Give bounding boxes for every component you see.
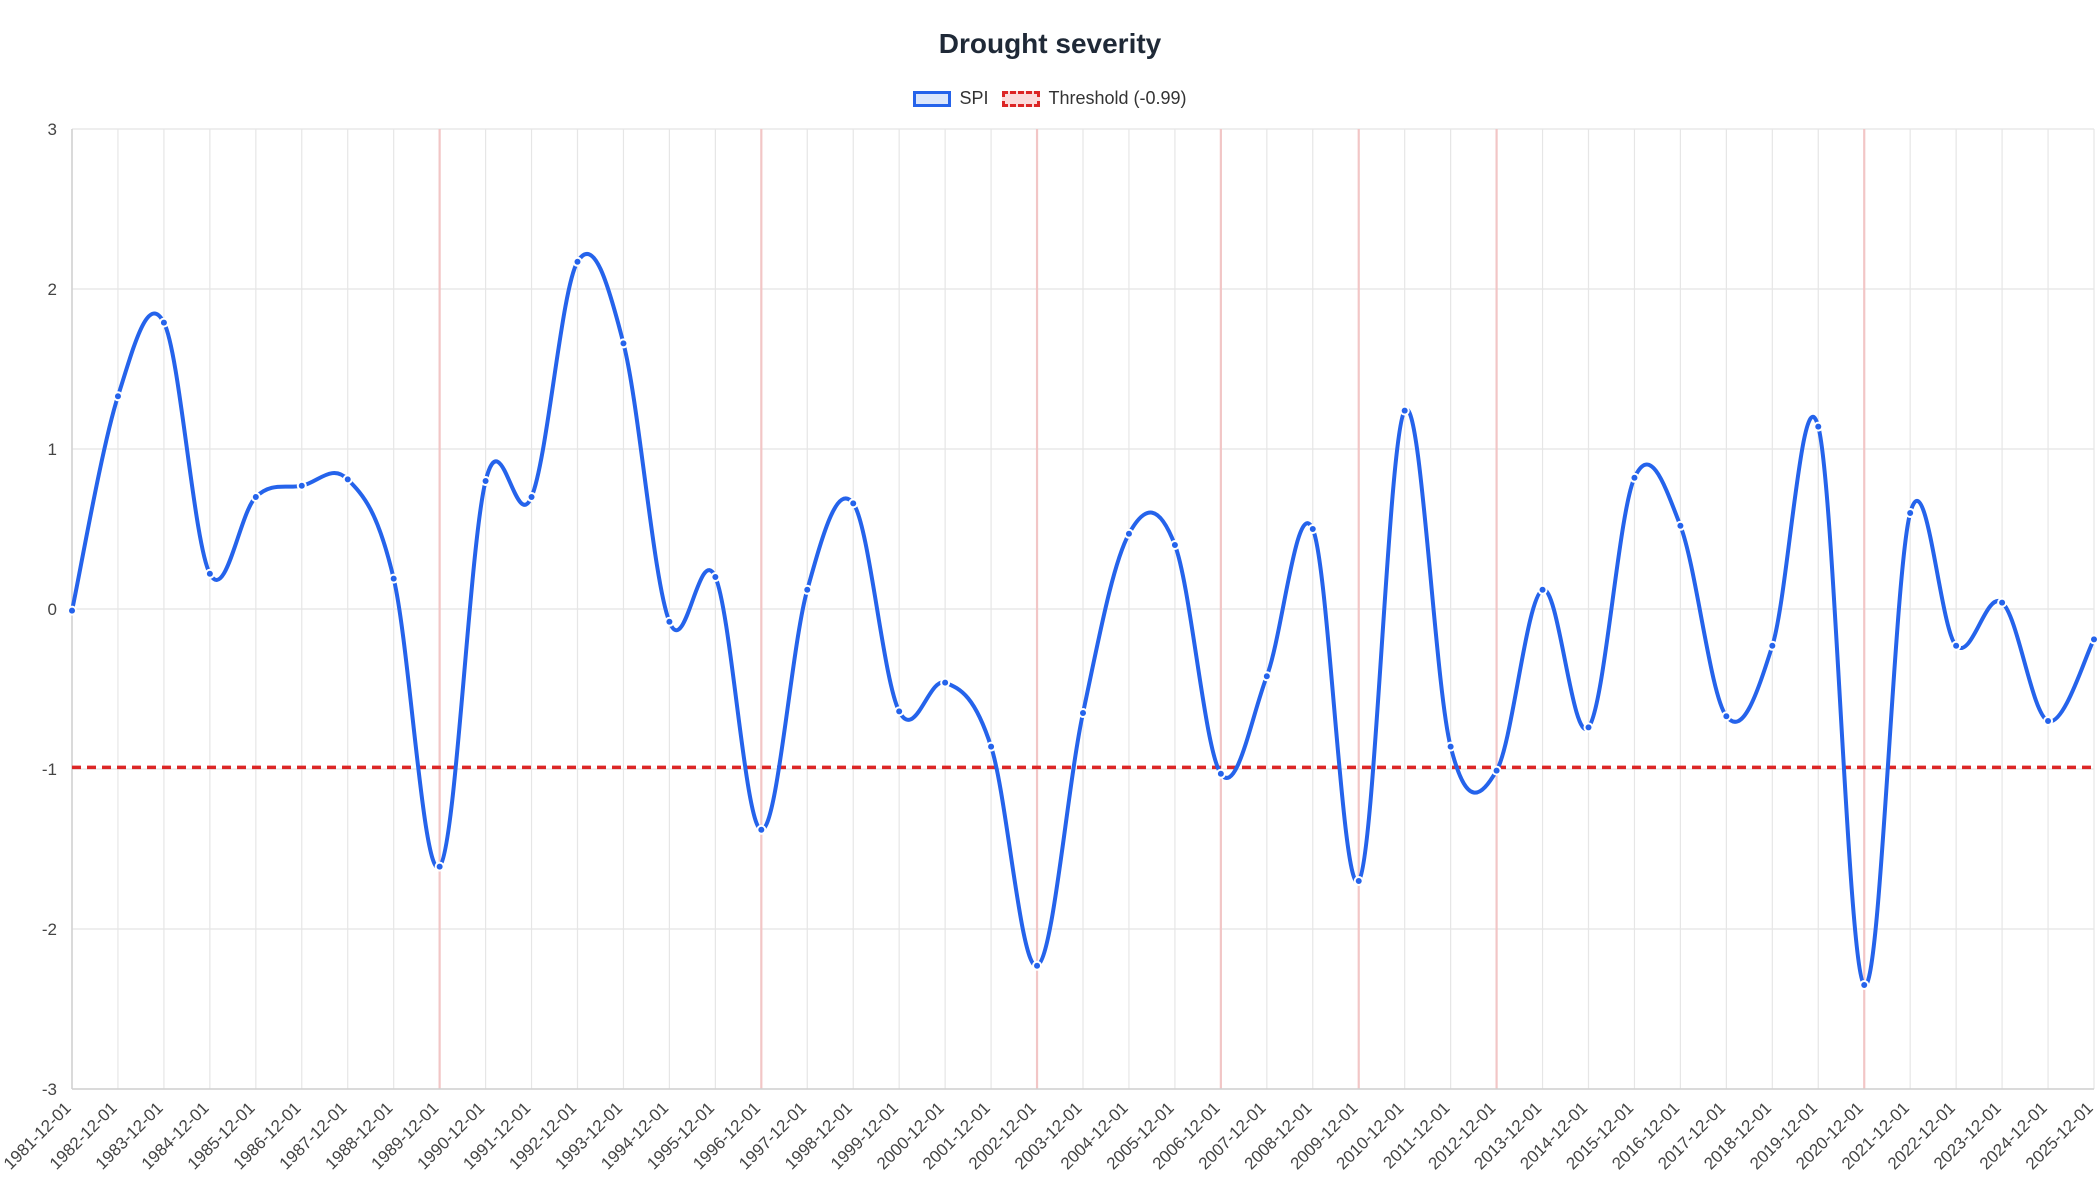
spi-data-point — [1583, 722, 1594, 733]
spi-data-point — [848, 498, 859, 509]
spi-data-point — [204, 568, 215, 579]
spi-data-point — [1767, 640, 1778, 651]
spi-data-point — [1905, 508, 1916, 518]
legend-swatch-spi — [913, 90, 952, 107]
spi-data-point — [434, 861, 445, 872]
spi-data-point — [526, 492, 537, 502]
spi-data-point — [2043, 716, 2054, 726]
legend-item-threshold[interactable]: Threshold (-0.99) — [1002, 88, 1187, 109]
legend-item-spi[interactable]: SPI — [913, 88, 988, 109]
legend-swatch-threshold — [1002, 90, 1041, 107]
y-tick-label: 0 — [48, 600, 57, 619]
spi-data-point — [296, 480, 307, 491]
spi-data-point — [342, 474, 353, 485]
spi-data-point — [1169, 540, 1180, 550]
spi-data-point — [572, 256, 583, 267]
spi-data-point — [250, 492, 261, 502]
spi-data-point — [1261, 671, 1272, 682]
spi-data-point — [986, 741, 997, 752]
spi-data-point — [1813, 421, 1824, 432]
spi-data-point — [894, 706, 905, 717]
spi-data-point — [756, 824, 767, 835]
spi-data-point — [67, 605, 77, 616]
spi-data-point — [1032, 960, 1043, 971]
y-tick-label: 1 — [48, 440, 57, 459]
spi-data-point — [1307, 524, 1318, 534]
spi-data-point — [1123, 528, 1134, 539]
y-tick-label: 2 — [48, 280, 57, 299]
spi-data-point — [664, 616, 675, 627]
legend-label-threshold: Threshold (-0.99) — [1048, 88, 1187, 108]
spi-data-point — [480, 476, 491, 486]
chart-title: Drought severity — [938, 28, 1162, 59]
spi-data-point — [1399, 405, 1410, 416]
spi-data-point — [2089, 634, 2099, 645]
legend-label-spi: SPI — [959, 88, 989, 108]
spi-data-point — [1859, 980, 1870, 990]
legend: SPI Threshold (-0.99) — [0, 88, 2100, 109]
spi-data-point — [1675, 520, 1686, 531]
spi-data-point — [1215, 768, 1226, 779]
spi-data-point — [1721, 711, 1732, 722]
spi-data-point — [710, 572, 721, 582]
spi-data-point — [618, 338, 629, 349]
spi-data-point — [1537, 584, 1548, 595]
spi-data-point — [158, 317, 169, 328]
y-tick-label: -1 — [42, 760, 57, 779]
spi-data-point — [1078, 708, 1088, 718]
spi-data-point — [802, 584, 813, 595]
y-tick-label: 3 — [48, 120, 57, 139]
y-tick-label: -3 — [42, 1080, 57, 1099]
spi-data-point — [1491, 765, 1502, 776]
y-tick-label: -2 — [42, 920, 57, 939]
spi-data-point — [1445, 741, 1456, 752]
spi-data-point — [1629, 472, 1640, 483]
spi-data-point — [1353, 876, 1364, 886]
spi-data-point — [940, 677, 951, 688]
spi-data-point — [1997, 597, 2008, 608]
spi-data-point — [388, 573, 399, 584]
spi-data-point — [1951, 640, 1962, 651]
spi-data-point — [112, 391, 123, 402]
